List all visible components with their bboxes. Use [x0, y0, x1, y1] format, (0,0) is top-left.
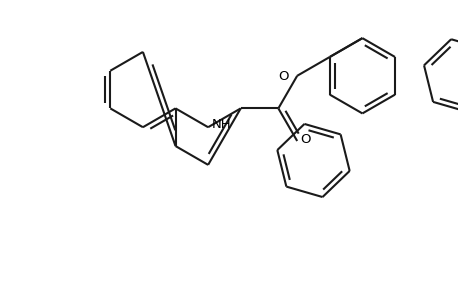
Text: O: O — [300, 133, 310, 146]
Text: O: O — [277, 70, 288, 83]
Text: NH: NH — [212, 118, 231, 131]
